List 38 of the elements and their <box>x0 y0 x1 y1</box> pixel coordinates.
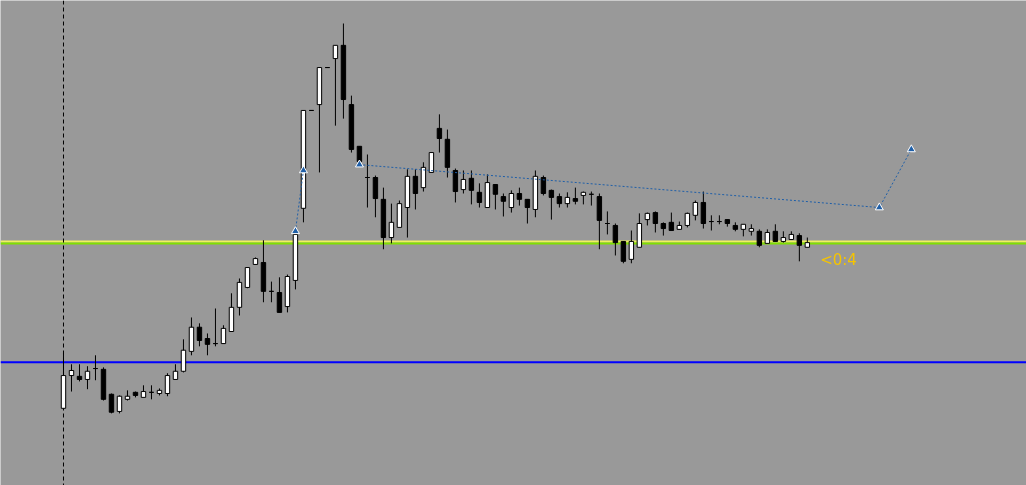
candlestick <box>700 191 707 230</box>
candlestick <box>372 175 379 218</box>
candlestick <box>204 332 211 356</box>
candlestick <box>412 168 419 210</box>
point <box>354 159 364 168</box>
candlestick <box>332 44 339 127</box>
candlestick <box>692 200 699 221</box>
candlestick <box>796 232 803 262</box>
candlestick <box>428 152 435 173</box>
candlestick <box>548 189 555 221</box>
candlestick <box>276 276 283 313</box>
point <box>874 202 884 211</box>
candlestick <box>396 200 403 228</box>
candlestick <box>540 175 547 196</box>
candlestick <box>196 322 203 347</box>
candlestick <box>468 169 475 205</box>
candlestick <box>436 113 443 154</box>
candlestick <box>452 168 459 203</box>
candlestick <box>524 198 531 225</box>
annotation: <0:4 <box>820 251 857 270</box>
candlestick <box>508 189 515 214</box>
candlestick <box>492 184 499 210</box>
candlestick <box>636 212 643 248</box>
candlestick <box>84 365 91 390</box>
candlestick <box>388 203 395 244</box>
candlestick <box>476 182 483 209</box>
candlestick <box>612 223 619 256</box>
candlestick <box>500 192 507 217</box>
point <box>906 144 916 153</box>
candlestick <box>220 324 227 345</box>
candlestick <box>652 210 659 233</box>
candlestick <box>620 240 627 264</box>
candlestick <box>460 169 467 194</box>
candlestick <box>68 363 75 393</box>
candlestick <box>628 230 635 264</box>
candlestick <box>596 192 603 250</box>
candlestick <box>164 372 171 397</box>
candlestick <box>180 338 187 373</box>
